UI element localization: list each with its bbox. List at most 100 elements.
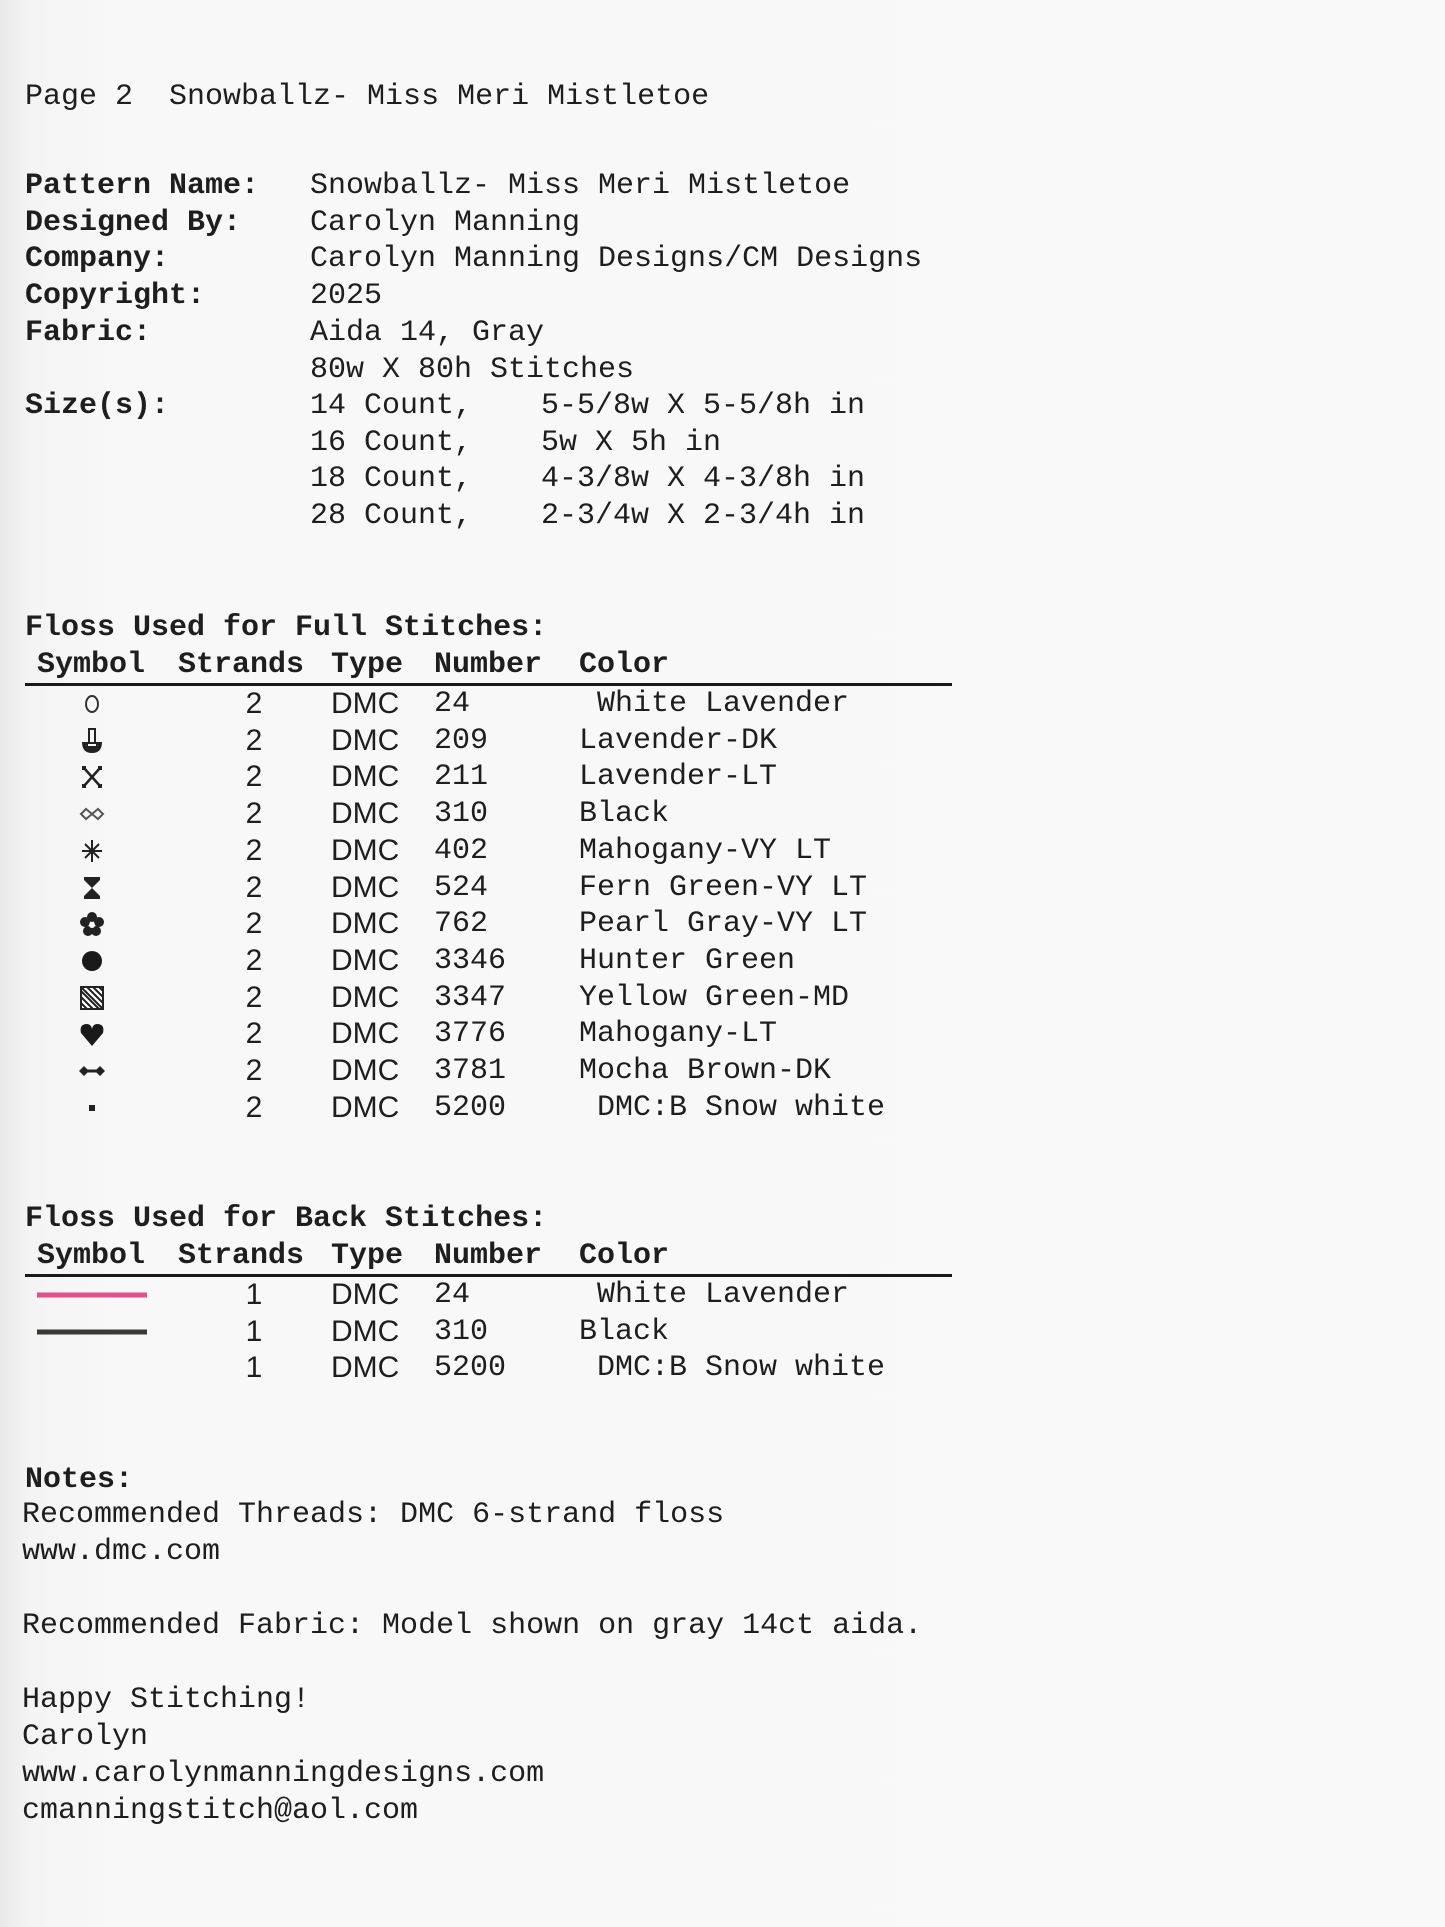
notes-line: cmanningstitch@aol.com	[22, 1794, 419, 1828]
full-stitches-title: Floss Used for Full Stitches:	[25, 611, 548, 645]
number-cell: 3776	[434, 1017, 507, 1052]
info-label: Pattern Name:	[25, 169, 260, 203]
type-cell: DMC	[331, 943, 400, 977]
strands-cell: 2	[245, 907, 263, 941]
number-cell: 3781	[434, 1054, 507, 1088]
notes-line: www.dmc.com	[22, 1535, 221, 1569]
color-cell: Fern Green-VY LT	[579, 870, 868, 905]
hatched-square-icon	[77, 983, 107, 1013]
filled-circle-icon	[77, 946, 107, 976]
size-count: 16 Count,	[310, 425, 473, 460]
color-cell: Black	[579, 797, 670, 832]
x-cross-icon	[77, 762, 107, 792]
number-cell: 310	[434, 797, 489, 832]
small-square-icon	[77, 1093, 107, 1123]
color-cell: Yellow Green-MD	[579, 980, 850, 1015]
strands-cell: 1	[245, 1351, 263, 1385]
back-stitches-title: Floss Used for Back Stitches:	[25, 1202, 548, 1236]
color-cell: Mahogany-VY LT	[579, 833, 832, 868]
header-full-strands: Strands	[178, 648, 305, 682]
number-cell: 3346	[434, 943, 507, 978]
type-cell: DMC	[331, 1278, 400, 1311]
info-label: Designed By:	[25, 205, 242, 240]
number-cell: 762	[434, 907, 489, 942]
type-cell: DMC	[331, 1314, 400, 1348]
size-dimensions: 4-3/8w X 4-3/8h in	[541, 462, 866, 497]
strands-cell: 2	[245, 1090, 263, 1124]
color-cell: White Lavender	[579, 1278, 850, 1312]
header-full-symbol: Symbol	[37, 648, 146, 682]
flower-icon	[77, 909, 107, 939]
color-cell: Lavender-LT	[579, 760, 778, 795]
backstitch-line-icon	[37, 1329, 147, 1335]
header-full-number: Number	[434, 648, 543, 682]
strands-cell: 2	[245, 943, 263, 977]
type-cell: DMC	[331, 1017, 400, 1051]
hourglass-icon	[77, 873, 107, 903]
color-cell: Hunter Green	[579, 943, 796, 978]
header-back-symbol: Symbol	[37, 1239, 146, 1273]
number-cell: 5200	[434, 1351, 507, 1386]
number-cell: 24	[434, 687, 471, 721]
size-count: 28 Count,	[310, 499, 473, 534]
info-value: 80w X 80h Stitches	[310, 352, 635, 387]
number-cell: 209	[434, 723, 489, 758]
number-cell: 211	[434, 760, 489, 795]
circle-outline-icon	[77, 689, 107, 719]
header-back-color: Color	[579, 1239, 670, 1273]
color-cell: Pearl Gray-VY LT	[579, 907, 868, 942]
color-cell: Black	[579, 1314, 670, 1349]
color-cell: Lavender-DK	[579, 723, 778, 758]
number-cell: 310	[434, 1314, 489, 1349]
color-cell: DMC:B Snow white	[579, 1351, 886, 1386]
info-label: Company:	[25, 242, 170, 277]
type-cell: DMC	[331, 1054, 400, 1087]
color-cell: Mocha Brown-DK	[579, 1054, 832, 1088]
number-cell: 524	[434, 870, 489, 905]
notes-line: Carolyn	[22, 1720, 149, 1754]
info-value: 2025	[310, 279, 383, 314]
color-cell: Mahogany-LT	[579, 1017, 778, 1052]
header-back-number: Number	[434, 1239, 543, 1273]
strands-cell: 2	[245, 687, 263, 720]
type-cell: DMC	[331, 1090, 400, 1124]
header-back-strands: Strands	[178, 1239, 305, 1273]
notes-line: Recommended Threads: DMC 6-strand floss	[22, 1498, 725, 1532]
info-value: Carolyn Manning Designs/CM Designs	[310, 242, 923, 277]
header-full-color: Color	[579, 648, 670, 682]
number-cell: 24	[434, 1278, 471, 1312]
info-label: Fabric:	[25, 315, 152, 350]
infinity-icon	[77, 799, 107, 829]
heart-icon	[77, 1019, 107, 1049]
type-cell: DMC	[331, 980, 400, 1014]
type-cell: DMC	[331, 760, 400, 794]
double-diamond-icon	[77, 1056, 107, 1086]
color-cell: DMC:B Snow white	[579, 1090, 886, 1125]
type-cell: DMC	[331, 723, 400, 757]
info-value: Aida 14, Gray	[310, 315, 545, 350]
strands-cell: 2	[245, 833, 263, 867]
number-cell: 402	[434, 833, 489, 868]
back-stitches-rule	[25, 1274, 952, 1277]
info-label: Copyright:	[25, 279, 206, 314]
type-cell: DMC	[331, 1351, 400, 1385]
type-cell: DMC	[331, 870, 400, 904]
type-cell: DMC	[331, 797, 400, 831]
type-cell: DMC	[331, 907, 400, 941]
anchor-drop-icon	[77, 726, 107, 756]
size-count: 18 Count,	[310, 462, 473, 497]
strands-cell: 2	[245, 723, 263, 757]
asterisk-icon	[77, 836, 107, 866]
size-dimensions: 2-3/4w X 2-3/4h in	[541, 499, 866, 534]
full-stitches-rule	[25, 683, 952, 686]
color-cell: White Lavender	[579, 687, 850, 721]
type-cell: DMC	[331, 687, 400, 720]
strands-cell: 2	[245, 1054, 263, 1087]
size-count: 14 Count,	[310, 389, 473, 423]
strands-cell: 2	[245, 980, 263, 1014]
sizes-label: Size(s):	[25, 389, 170, 423]
strands-cell: 2	[245, 870, 263, 904]
size-dimensions: 5w X 5h in	[541, 425, 722, 460]
notes-title: Notes:	[25, 1463, 134, 1497]
strands-cell: 2	[245, 760, 263, 794]
